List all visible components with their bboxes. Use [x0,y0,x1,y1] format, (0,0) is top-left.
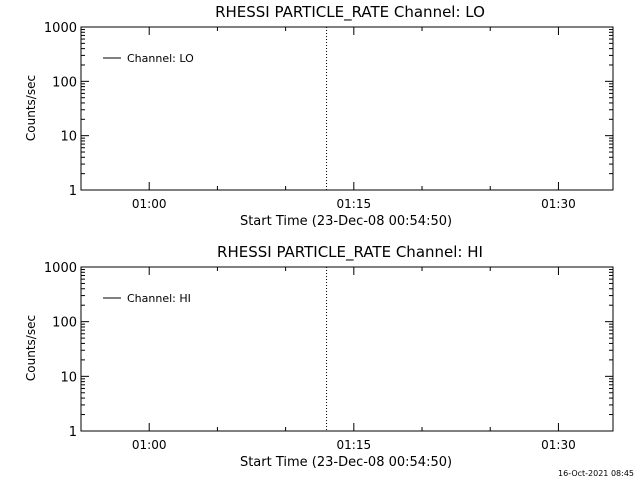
marker-lines [326,267,328,431]
x-tick-label: 01:00 [132,438,167,452]
x-axis-label: Start Time (23-Dec-08 00:54:50) [240,214,452,229]
y-tick-label: 100 [52,316,77,331]
y-tick-label: 1000 [44,21,77,36]
x-axis-label: Start Time (23-Dec-08 00:54:50) [240,455,452,470]
y-tick-label: 1 [69,184,77,199]
y-tick-label: 1000 [44,261,77,276]
x-tick-label: 01:15 [337,197,372,211]
legend: Channel: HI [103,292,191,305]
plot-frame [80,266,614,432]
legend-label: Channel: LO [127,52,194,65]
legend-label: Channel: HI [127,292,191,305]
legend: Channel: LO [103,52,194,65]
x-tick-label: 01:30 [541,438,576,452]
chart-title: RHESSI PARTICLE_RATE Channel: LO [215,3,485,22]
y-tick-label: 1 [69,425,77,440]
y-axis: 1 10 100 1000 [44,261,613,440]
x-tick-label: 01:15 [337,438,372,452]
plot-frame [80,26,614,191]
y-axis: 1 10 100 1000 [44,21,613,199]
y-tick-label: 10 [60,370,77,385]
panel-hi: RHESSI PARTICLE_RATE Channel: HI 01:00 01… [24,243,614,470]
y-tick-label: 100 [52,75,77,90]
x-tick-label: 01:30 [541,197,576,211]
y-axis-label: Counts/sec [24,315,38,381]
x-tick-label: 01:00 [132,197,167,211]
chart-title: RHESSI PARTICLE_RATE Channel: HI [217,243,483,262]
marker-lines [326,27,328,190]
y-axis-label: Counts/sec [24,75,38,141]
y-tick-label: 10 [60,130,77,145]
generation-timestamp: 16-Oct-2021 08:45 [558,469,634,478]
panel-lo: RHESSI PARTICLE_RATE Channel: LO 01:00 01… [24,3,614,229]
